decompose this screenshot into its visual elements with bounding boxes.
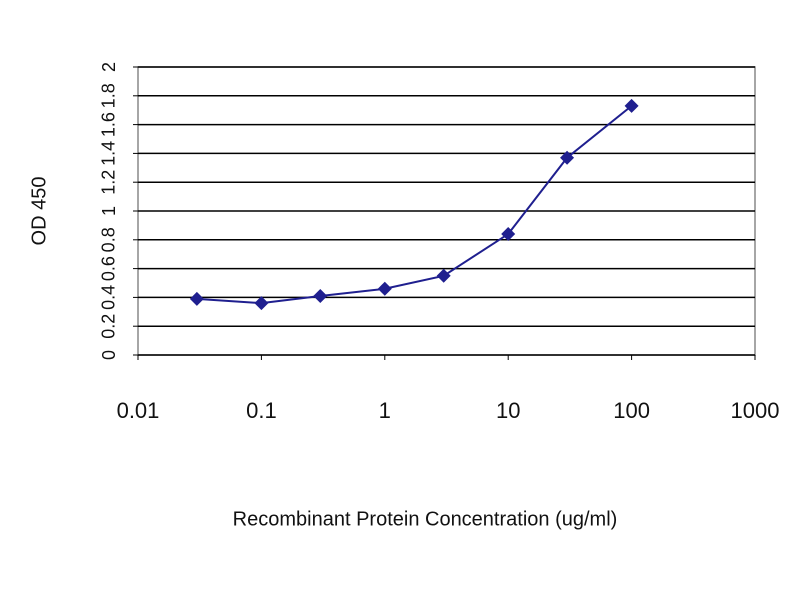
marker [560,150,575,165]
marker [436,268,451,283]
y-tick-label: 1.4 [99,141,119,166]
marker [624,98,639,113]
x-tick-label: 1000 [731,398,780,423]
y-tick-label: 0.8 [99,227,119,252]
x-tick-label: 0.01 [117,398,160,423]
y-tick-label: 1 [99,206,119,216]
x-tick-label: 1 [379,398,391,423]
x-tick-label: 100 [613,398,650,423]
x-tick-label: 0.1 [246,398,277,423]
y-tick-label: 0 [99,350,119,360]
marker [501,227,516,242]
y-tick-label: 0.2 [99,314,119,339]
x-axis-title: Recombinant Protein Concentration (ug/ml… [233,508,618,530]
marker [377,281,392,296]
y-tick-label: 1.6 [99,112,119,137]
series-line [196,105,633,305]
y-tick-label: 0.6 [99,256,119,281]
x-tick-label: 10 [496,398,520,423]
marker [254,296,269,311]
y-axis-title: OD 450 [28,177,50,246]
y-tick-label: 0.4 [99,285,119,310]
marker [313,288,328,303]
y-tick-label: 1.8 [99,83,119,108]
y-tick-label: 1.2 [99,170,119,195]
y-tick-label: 2 [99,62,119,72]
marker [189,291,204,306]
